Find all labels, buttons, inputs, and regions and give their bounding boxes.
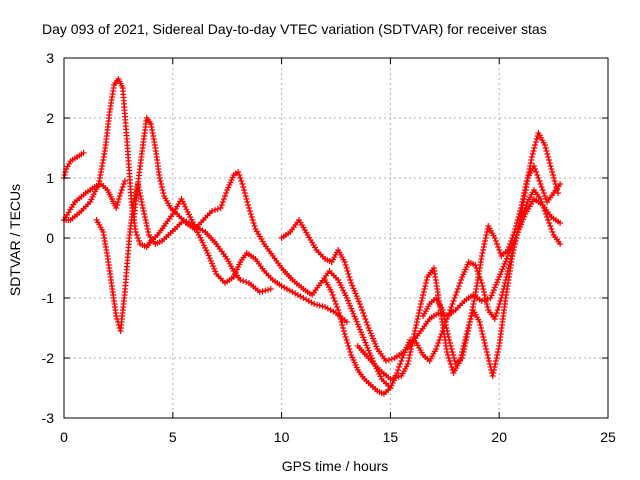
series-arc-2 bbox=[61, 178, 128, 223]
x-tick-label: 0 bbox=[60, 429, 68, 445]
series-arc-7 bbox=[322, 187, 564, 397]
series-arc-1 bbox=[61, 149, 87, 181]
series-markers bbox=[130, 115, 394, 391]
data-layer bbox=[61, 76, 564, 397]
series-markers bbox=[93, 181, 274, 334]
series-line bbox=[357, 132, 559, 380]
x-tick-label: 10 bbox=[274, 429, 290, 445]
series-line bbox=[132, 117, 391, 389]
axis-ticks: 0 5 10 15 20 25 -3 -2 -1 0 1 2 3 bbox=[42, 50, 616, 445]
chart-title: Day 093 of 2021, Sidereal Day-to-day VTE… bbox=[42, 21, 547, 37]
series-markers bbox=[420, 163, 564, 367]
y-tick-label: 2 bbox=[46, 110, 54, 126]
series-markers bbox=[61, 178, 128, 223]
y-tick-label: 1 bbox=[46, 170, 54, 186]
series-line bbox=[324, 189, 561, 395]
y-axis-label: SDTVAR / TECUs bbox=[7, 184, 23, 296]
grid bbox=[64, 58, 608, 418]
series-line bbox=[63, 152, 85, 179]
series-markers bbox=[322, 187, 564, 397]
y-tick-label: -2 bbox=[42, 350, 55, 366]
x-tick-label: 5 bbox=[169, 429, 177, 445]
x-tick-label: 15 bbox=[383, 429, 399, 445]
series-arc-3 bbox=[93, 181, 274, 334]
x-axis-label: GPS time / hours bbox=[282, 458, 389, 474]
series-arc-4 bbox=[61, 76, 350, 325]
x-tick-label: 20 bbox=[491, 429, 507, 445]
series-arc-9 bbox=[420, 163, 564, 367]
y-tick-label: -1 bbox=[42, 290, 55, 306]
y-tick-label: -3 bbox=[42, 410, 55, 426]
x-tick-label: 25 bbox=[600, 429, 616, 445]
series-arc-5 bbox=[130, 115, 394, 391]
y-tick-label: 0 bbox=[46, 230, 54, 246]
y-tick-label: 3 bbox=[46, 50, 54, 66]
series-markers bbox=[61, 76, 350, 325]
series-markers bbox=[61, 149, 87, 181]
